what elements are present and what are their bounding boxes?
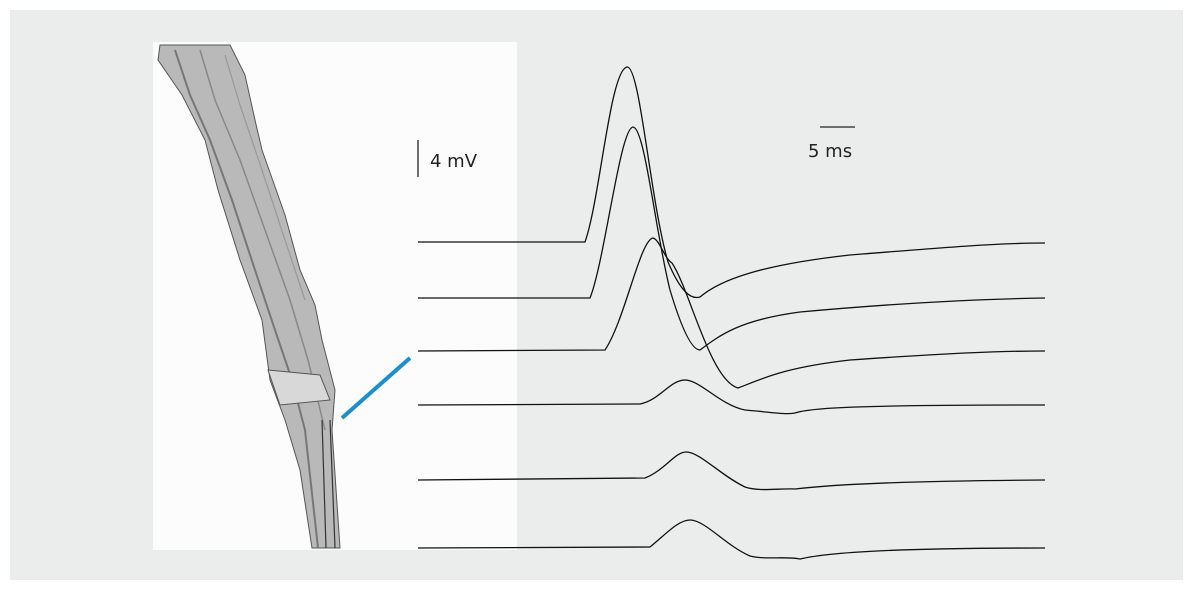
figure: 4 mV 5 ms bbox=[0, 0, 1193, 590]
time-scale-label: 5 ms bbox=[808, 141, 852, 162]
voltage-scale-label: 4 mV bbox=[430, 151, 478, 172]
